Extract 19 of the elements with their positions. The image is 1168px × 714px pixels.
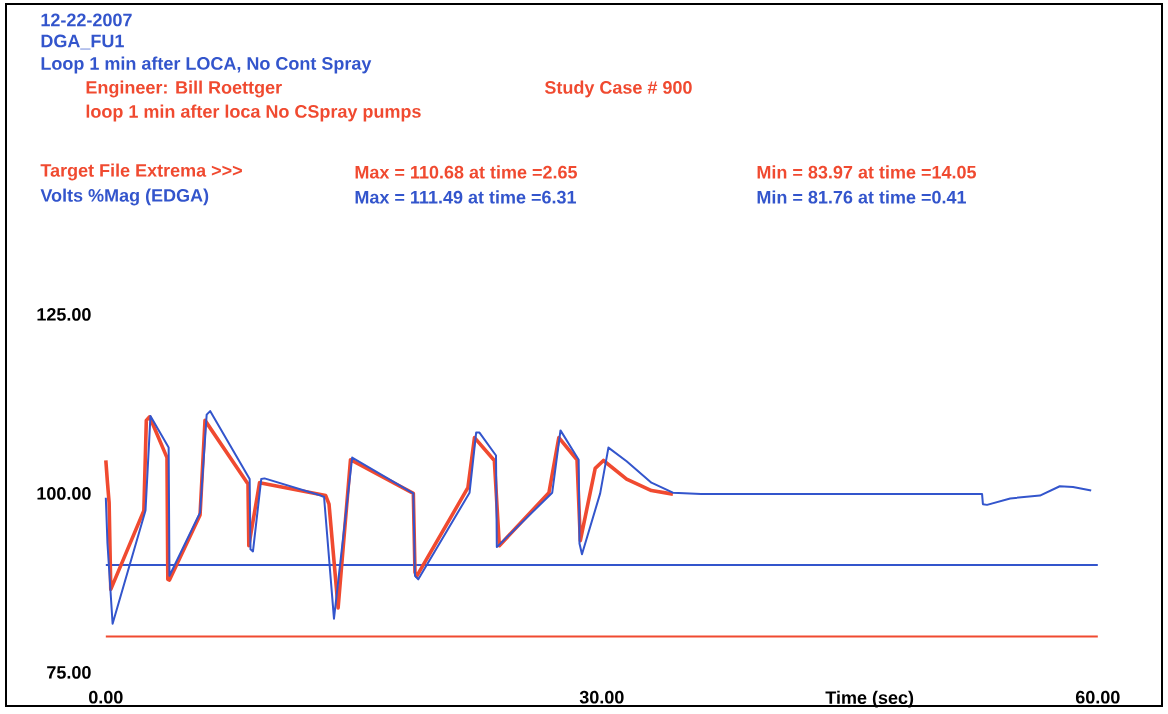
x-tick-label: 60.00 (1075, 691, 1120, 704)
text: loop 1 min after loca No CSpray pumps (86, 104, 421, 122)
text: Volts %Mag (EDGA) (40, 188, 209, 206)
text: Min = 81.76 at time =0.41 (757, 190, 966, 204)
text: Max = 111.49 at time =6.31 (355, 190, 577, 204)
chart-subtitle: DGA_FU1 (41, 34, 124, 50)
y-tick-label: 100.00 (37, 487, 91, 500)
text: Target File Extrema >>> (40, 163, 242, 181)
x-tick-label: 0.00 (89, 691, 123, 704)
x-tick-label: 30.00 (579, 691, 624, 704)
x-axis-title: Time (sec) (825, 691, 914, 708)
chart-title: 12-22-2007 (41, 13, 132, 27)
text: Min = 83.97 at time =14.05 (757, 165, 976, 179)
text: Engineer: Bill Roettger (86, 80, 282, 98)
text: Max = 110.68 at time =2.65 (355, 165, 578, 179)
y-tick-label: 125.00 (37, 308, 91, 321)
y-tick-label: 75.00 (47, 666, 91, 679)
text: Study Case # 900 (544, 80, 692, 98)
text: Loop 1 min after LOCA, No Cont Spray (41, 56, 372, 74)
